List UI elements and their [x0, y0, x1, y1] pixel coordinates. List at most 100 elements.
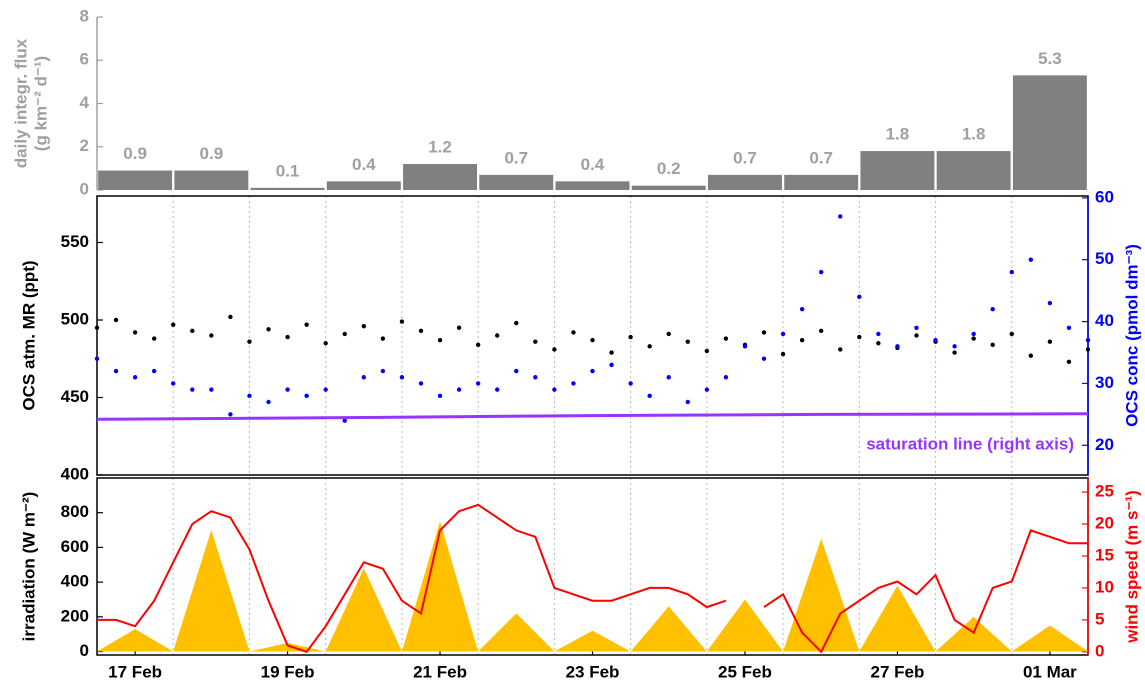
y-axis-label: irradiation (W m⁻²) [19, 492, 38, 642]
data-point [647, 344, 652, 349]
data-point [323, 341, 328, 346]
x-tick-label: 21 Feb [413, 662, 467, 681]
annotation: saturation line (right axis) [866, 434, 1074, 453]
y2-tick-label: 50 [1095, 249, 1114, 268]
x-tick-label: 27 Feb [870, 662, 924, 681]
y2-tick-label: 40 [1095, 311, 1114, 330]
data-point [609, 362, 614, 368]
y-tick-label: 450 [61, 387, 89, 406]
data-point [209, 333, 214, 338]
data-point [456, 325, 462, 330]
data-point [171, 381, 176, 386]
data-point [475, 381, 481, 386]
bar [479, 174, 554, 190]
value-label: 0.9 [123, 144, 147, 163]
y2-tick-label: 60 [1095, 187, 1114, 206]
y2-axis-label: OCS conc (pmol dm⁻³) [1122, 244, 1141, 427]
data-point [113, 317, 119, 323]
data-point [761, 356, 767, 361]
y-tick-label: 2 [80, 136, 89, 155]
data-point [228, 412, 233, 417]
data-point [761, 330, 767, 335]
bar [707, 174, 782, 190]
data-point [990, 342, 995, 347]
data-point [723, 336, 729, 341]
value-label: 0.9 [200, 144, 224, 163]
x-tick-label: 17 Feb [108, 662, 162, 681]
data-point [285, 334, 290, 340]
data-point [628, 334, 633, 340]
y-tick-label: 8 [80, 6, 89, 25]
data-point [704, 348, 710, 354]
data-point [780, 331, 786, 337]
line [97, 503, 1088, 654]
data-point [609, 350, 614, 355]
data-point [418, 328, 424, 334]
data-point [704, 387, 710, 392]
data-point [685, 339, 690, 344]
data-point [628, 381, 633, 386]
data-point [151, 368, 157, 374]
y2-axis-label: wind speed (m s⁻¹) [1122, 490, 1141, 644]
data-point [1028, 353, 1034, 358]
y2-tick-label: 20 [1095, 435, 1114, 454]
data-point [876, 331, 881, 337]
data-point [132, 375, 138, 380]
data-point [304, 393, 309, 399]
y-tick-label: 400 [61, 464, 89, 483]
data-point [857, 294, 862, 300]
y-tick-label: 4 [80, 93, 90, 112]
y2-tick-label: 20 [1095, 513, 1114, 532]
plot-frame [96, 195, 1089, 476]
y-tick-label: 600 [61, 537, 89, 556]
value-label: 0.7 [504, 148, 528, 167]
data-point [533, 375, 538, 380]
plot-frame [96, 477, 1089, 656]
x-tick-label: 19 Feb [261, 662, 315, 681]
data-point [590, 337, 595, 343]
data-point [933, 337, 938, 343]
data-point [1028, 257, 1034, 262]
data-point [838, 347, 843, 352]
value-label: 1.8 [962, 125, 986, 144]
data-point [723, 375, 729, 380]
data-point [247, 339, 252, 344]
bar [1012, 75, 1087, 190]
data-point [799, 337, 805, 343]
data-point [1066, 325, 1072, 330]
data-point [914, 333, 919, 338]
y-axis-label: (g km⁻² d⁻¹) [31, 56, 50, 151]
data-point [799, 307, 805, 312]
data-point [552, 347, 557, 352]
data-point [380, 368, 386, 374]
x-tick-label: 01 Mar [1023, 662, 1077, 681]
value-label: 0.1 [276, 161, 300, 180]
value-label: 5.3 [1038, 49, 1062, 68]
data-point [571, 381, 576, 386]
y-axis-label: daily integr. flux [11, 38, 30, 168]
data-point [914, 325, 919, 330]
y-axis-label: OCS atm. MR (ppt) [19, 260, 38, 410]
bar [936, 151, 1011, 190]
y2-tick-label: 30 [1095, 373, 1114, 392]
y2-tick-label: 15 [1095, 545, 1114, 564]
data-point [361, 324, 367, 329]
value-label: 0.7 [809, 148, 833, 167]
data-point [666, 375, 671, 380]
bar [174, 170, 249, 190]
data-point [247, 393, 252, 399]
data-point [304, 322, 309, 327]
data-point [475, 342, 481, 347]
data-point [94, 325, 100, 330]
data-point [1009, 269, 1014, 275]
data-point [437, 337, 443, 343]
bar [631, 185, 706, 190]
data-point [952, 350, 957, 355]
y2-tick-label: 0 [1095, 641, 1104, 660]
data-point [571, 330, 576, 335]
data-point [361, 375, 367, 380]
bar [860, 151, 935, 190]
data-point [190, 387, 195, 392]
area [97, 521, 1088, 652]
data-point [590, 368, 595, 374]
